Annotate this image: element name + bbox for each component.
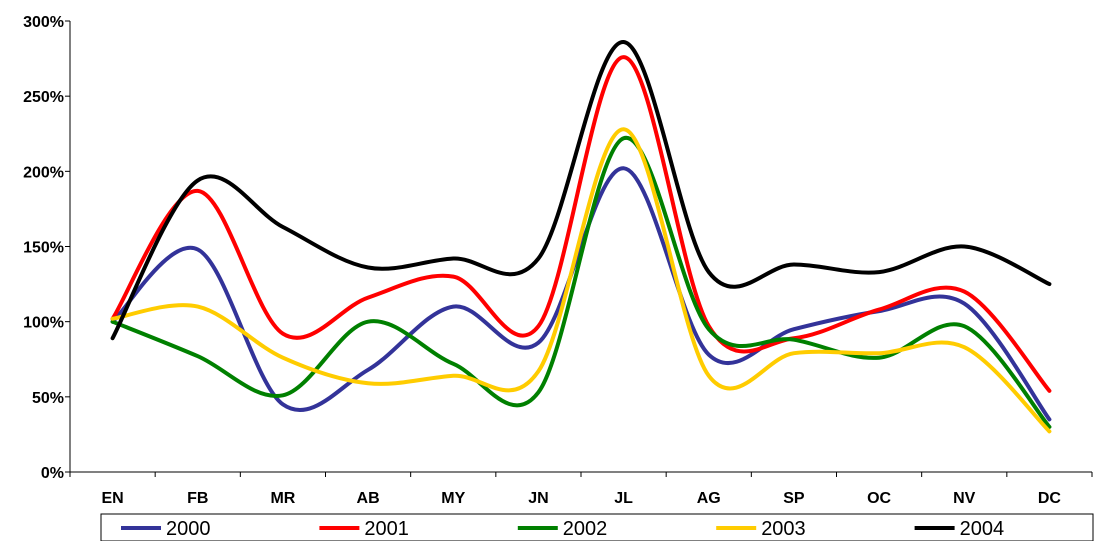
x-tick-label: OC	[867, 490, 891, 507]
y-tick-label: 150%	[23, 240, 64, 257]
x-tick-label: EN	[101, 490, 123, 507]
x-tick-label: JN	[528, 490, 548, 507]
legend: 2000 2001 2002 2003 2004	[100, 513, 1094, 541]
x-tick-label: MY	[441, 490, 465, 507]
legend-label-2000: 2000	[166, 518, 211, 540]
x-tick-label: DC	[1038, 490, 1062, 507]
legend-label-2002: 2002	[563, 518, 608, 540]
legend-label-2004: 2004	[960, 518, 1005, 540]
legend-label-2001: 2001	[364, 518, 409, 540]
x-tick-label: AG	[697, 490, 721, 507]
legend-label-2003: 2003	[761, 518, 806, 540]
y-tick-label: 200%	[23, 164, 64, 181]
series-line-2004	[110, 39, 1052, 341]
series-line-2002	[110, 136, 1052, 429]
y-tick-label: 300%	[23, 14, 64, 31]
x-tick-label: SP	[783, 490, 805, 507]
x-tick-label: MR	[270, 490, 295, 507]
series-line-2003	[110, 127, 1052, 434]
x-tick-label: NV	[953, 490, 976, 507]
x-tick-label: JL	[614, 490, 633, 507]
series-line-2000	[110, 166, 1052, 422]
x-tick-label: FB	[187, 490, 208, 507]
y-tick-label: 0%	[41, 465, 64, 482]
series-line-2001	[110, 55, 1052, 393]
y-tick-label: 50%	[32, 390, 64, 407]
y-tick-label: 100%	[23, 315, 64, 332]
axes: 0% 50% 100% 150% 200% 250% 300% EN FB MR AB MY JN JL A…	[23, 14, 1093, 507]
x-tick-label: AB	[357, 490, 380, 507]
y-tick-label: 250%	[23, 89, 64, 106]
series-lines	[110, 39, 1052, 434]
